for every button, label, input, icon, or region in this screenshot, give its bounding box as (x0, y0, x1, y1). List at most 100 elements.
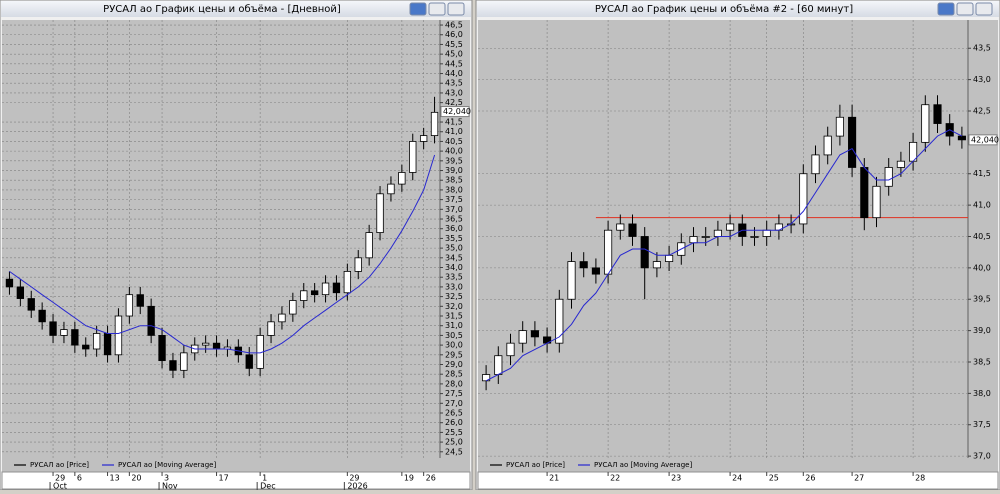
y-tick-label: 26,5 (445, 408, 463, 417)
title-bar (1, 1, 471, 17)
candle-body (933, 104, 942, 124)
y-tick-label: 43,5 (973, 44, 991, 53)
y-tick-label: 32,0 (445, 302, 463, 311)
candle-body (354, 257, 362, 272)
y-tick-label: 38,0 (445, 185, 463, 194)
candle-body (896, 160, 905, 168)
y-tick-label: 43,0 (973, 75, 991, 84)
window-title: РУСАЛ ао График цены и объёма #2 - [60 м… (595, 4, 853, 15)
y-tick-label: 37,5 (973, 420, 991, 429)
y-tick-label: 37,5 (445, 195, 463, 204)
x-tick-label: 22 (610, 474, 620, 483)
y-tick-label: 29,0 (445, 360, 463, 369)
candle-body (652, 261, 661, 269)
title-button[interactable] (937, 2, 955, 16)
candle-body (518, 330, 527, 344)
x-axis-band (477, 471, 999, 490)
y-tick-label: 36,5 (445, 215, 463, 224)
y-tick-label: 46,5 (445, 21, 463, 30)
candle-body (147, 305, 155, 336)
candle-body (604, 229, 613, 275)
y-tick-label: 45,5 (445, 40, 463, 49)
candle-body (289, 300, 297, 315)
candle-body (158, 335, 166, 362)
x-tick-label: 29 (55, 474, 65, 483)
y-tick-label: 40,5 (445, 137, 463, 146)
y-tick-label: 37,0 (445, 205, 463, 214)
y-tick-label: 30,0 (445, 341, 463, 350)
y-tick-label: 40,5 (973, 232, 991, 241)
y-tick-label: 43,0 (445, 88, 463, 97)
title-button[interactable] (975, 2, 993, 16)
candle-body (665, 254, 674, 262)
legend-label: РУСАЛ ао [Moving Average] (594, 461, 692, 469)
moving-average-line (485, 129, 963, 382)
plot-area (2, 20, 470, 472)
title-bar (477, 1, 999, 17)
y-tick-label: 39,0 (445, 166, 463, 175)
x-tick-label: 29 (349, 474, 359, 483)
period-label: 2026 (347, 482, 367, 491)
y-tick-label: 45,0 (445, 50, 463, 59)
title-button[interactable] (409, 2, 427, 16)
candle-body (300, 290, 308, 301)
candle-body (640, 236, 649, 269)
y-tick-label: 41,0 (973, 201, 991, 210)
y-tick-label: 25,0 (445, 438, 463, 447)
y-tick-label: 37,0 (973, 452, 991, 461)
period-label: Oct (53, 482, 67, 491)
candle-body (628, 223, 637, 237)
last-price-label: 42,040 (443, 107, 471, 116)
plot-area (478, 20, 998, 472)
last-price-label: 42,040 (971, 135, 999, 144)
y-tick-label: 33,5 (445, 273, 463, 282)
y-tick-label: 31,0 (445, 321, 463, 330)
y-tick-label: 34,0 (445, 263, 463, 272)
candle-body (103, 333, 112, 356)
x-tick-label: 21 (549, 474, 559, 483)
moving-average-line (9, 154, 436, 354)
legend-label: РУСАЛ ао [Price] (506, 461, 565, 469)
candle-body (245, 354, 253, 369)
y-tick-label: 33,0 (445, 282, 463, 291)
title-button[interactable] (447, 2, 465, 16)
candle-body (430, 111, 439, 137)
candle-body (376, 193, 384, 233)
y-tick-label: 43,5 (445, 79, 463, 88)
legend-label: РУСАЛ ао [Price] (30, 461, 89, 469)
title-button[interactable] (956, 2, 974, 16)
candle-body (713, 229, 722, 237)
y-tick-label: 39,5 (973, 295, 991, 304)
candle-body (278, 313, 286, 323)
candle-body (835, 116, 844, 137)
y-tick-label: 31,5 (445, 312, 463, 321)
title-button[interactable] (428, 2, 446, 16)
y-tick-label: 27,0 (445, 399, 463, 408)
candle-body (310, 290, 319, 296)
y-tick-label: 41,5 (973, 169, 991, 178)
candle-body (180, 352, 188, 371)
y-tick-label: 35,5 (445, 234, 463, 243)
y-tick-label: 32,5 (445, 292, 463, 301)
y-tick-label: 35,0 (445, 244, 463, 253)
last-price-box (440, 106, 470, 118)
x-tick-label: 25 (769, 474, 779, 483)
candle-body (92, 333, 101, 350)
candle-body (419, 135, 428, 142)
y-tick-label: 26,0 (445, 418, 463, 427)
y-tick-label: 36,0 (445, 224, 463, 233)
y-tick-label: 39,0 (973, 326, 991, 335)
candle-body (16, 286, 25, 299)
x-tick-label: 1 (262, 474, 267, 483)
y-tick-label: 34,5 (445, 253, 463, 262)
y-tick-label: 39,5 (445, 156, 463, 165)
x-tick-label: 17 (219, 474, 229, 483)
candle-body (591, 267, 600, 275)
candle-body (884, 167, 893, 187)
x-tick-label: 19 (404, 474, 414, 483)
candle-body (555, 298, 564, 344)
y-tick-label: 25,5 (445, 428, 463, 437)
y-tick-label: 40,0 (445, 147, 463, 156)
legend-label: РУСАЛ ао [Moving Average] (118, 461, 216, 469)
candle-body (506, 342, 515, 357)
